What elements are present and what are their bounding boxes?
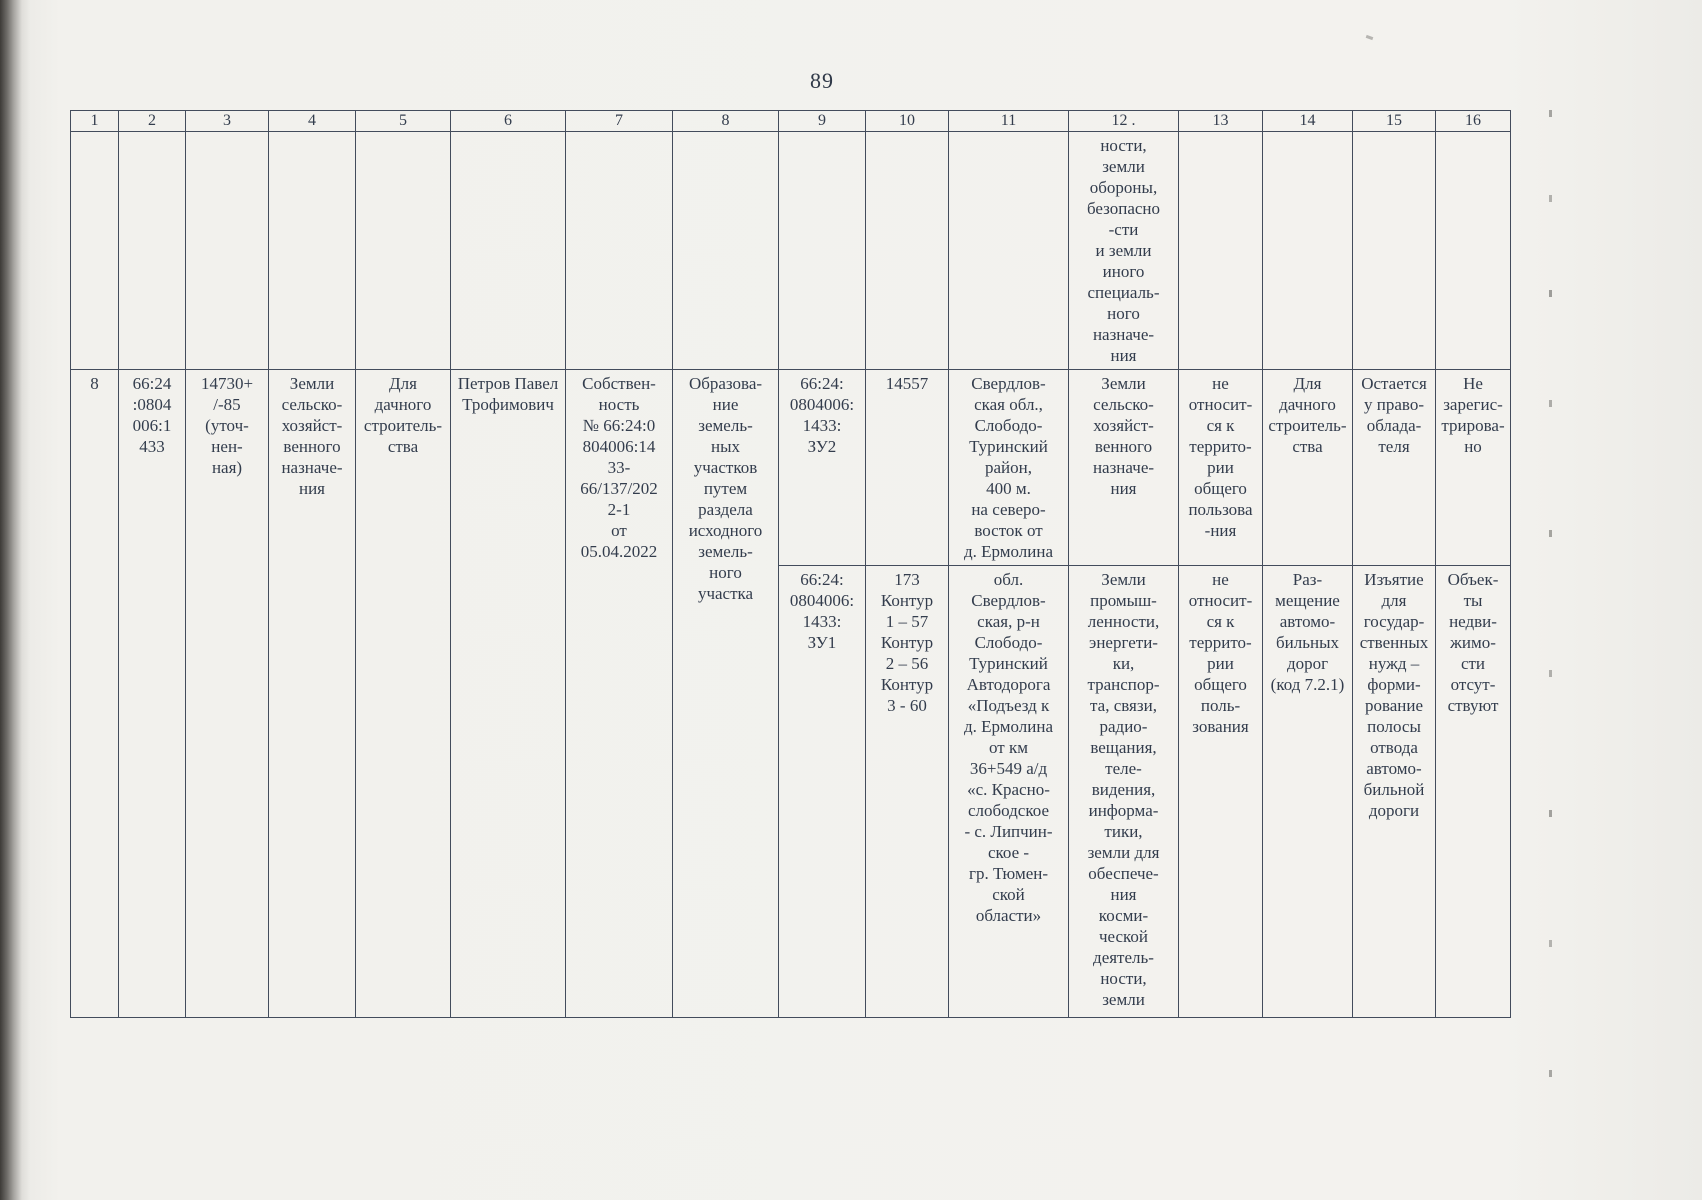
cell-new-permitted-use: Для дачного строитель- ства [1262, 369, 1353, 566]
cell-rights-note: Изъятие для государ- ственных нужд – фор… [1352, 565, 1436, 1018]
col-header-1: 1 [70, 110, 119, 132]
cell-new-land-category: Земли промыш- ленности, энергети- ки, тр… [1068, 565, 1179, 1018]
cell-ownership-record: Собствен- ность № 66:24:0 804006:14 33- … [565, 369, 673, 1018]
col-header-9: 9 [778, 110, 866, 132]
col-header-12: 12 . [1068, 110, 1179, 132]
cell-empty [1262, 131, 1353, 370]
cell-land-category-continued: ности, земли обороны, безопасно -сти и з… [1068, 131, 1179, 370]
col-header-3: 3 [185, 110, 269, 132]
cell-new-parcel-number: 66:24: 0804006: 1433: ЗУ1 [778, 565, 866, 1018]
col-header-6: 6 [450, 110, 566, 132]
cell-territory-note: не относит- ся к террито- рии общего пол… [1178, 369, 1263, 566]
cell-empty [185, 131, 269, 370]
scan-noise-top [1365, 34, 1374, 41]
col-header-2: 2 [118, 110, 186, 132]
cell-row-number: 8 [70, 369, 119, 1018]
col-header-16: 16 [1435, 110, 1511, 132]
cell-new-area: 173 Контур 1 – 57 Контур 2 – 56 Контур 3… [865, 565, 949, 1018]
col-header-5: 5 [355, 110, 451, 132]
cell-new-parcel-number: 66:24: 0804006: 1433: ЗУ2 [778, 369, 866, 566]
cell-objects-note: Объек- ты недви- жимо- сти отсут- ствуют [1435, 565, 1511, 1018]
col-header-10: 10 [865, 110, 949, 132]
cell-empty [70, 131, 119, 370]
scan-noise-right [1549, 110, 1552, 117]
scan-edge-shadow [0, 0, 30, 1200]
col-header-4: 4 [268, 110, 356, 132]
cell-area: 14730+ /-85 (уточ- нен- ная) [185, 369, 269, 1018]
cell-empty [1352, 131, 1436, 370]
cell-empty [565, 131, 673, 370]
cell-permitted-use: Для дачного строитель- ства [355, 369, 451, 1018]
cell-empty [948, 131, 1069, 370]
cell-empty [450, 131, 566, 370]
cell-owner: Петров Павел Трофимович [450, 369, 566, 1018]
cell-cadastral-number: 66:24 :0804 006:1 433 [118, 369, 186, 1018]
cell-empty [1178, 131, 1263, 370]
cell-formation-method: Образова- ние земель- ных участков путем… [672, 369, 779, 1018]
cell-rights-note: Остается у право- облада- теля [1352, 369, 1436, 566]
cell-empty [1435, 131, 1511, 370]
cell-new-land-category: Земли сельско- хозяйст- венного назначе-… [1068, 369, 1179, 566]
row-8-subrow-2: 66:24: 0804006: 1433: ЗУ1 173 Контур 1 –… [71, 565, 1511, 1018]
cell-empty [268, 131, 356, 370]
cell-new-permitted-use: Раз- мещение автомо- бильных дорог (код … [1262, 565, 1353, 1018]
col-header-11: 11 [948, 110, 1069, 132]
continuation-row: ности, земли обороны, безопасно -сти и з… [70, 131, 1511, 370]
page-number: 89 [810, 68, 834, 93]
cadastral-table: 1 2 3 4 5 6 7 8 9 10 11 12 . 13 14 15 16 [70, 110, 1511, 1018]
col-header-15: 15 [1352, 110, 1436, 132]
cell-empty [865, 131, 949, 370]
table-header-row: 1 2 3 4 5 6 7 8 9 10 11 12 . 13 14 15 16 [70, 110, 1511, 132]
cell-new-area: 14557 [865, 369, 949, 566]
cell-empty [778, 131, 866, 370]
cell-empty [355, 131, 451, 370]
cell-objects-note: Не зарегис- трирова- но [1435, 369, 1511, 566]
row-8-subrow-1: 8 66:24 :0804 006:1 433 14730+ /-85 (уто… [70, 369, 1511, 1018]
col-header-13: 13 [1178, 110, 1263, 132]
cell-location: Свердлов- ская обл., Слободо- Туринский … [948, 369, 1069, 566]
cell-location: обл. Свердлов- ская, р-н Слободо- Туринс… [948, 565, 1069, 1018]
cell-empty [672, 131, 779, 370]
cell-empty [118, 131, 186, 370]
col-header-14: 14 [1262, 110, 1353, 132]
cell-land-category: Земли сельско- хозяйст- венного назначе-… [268, 369, 356, 1018]
col-header-7: 7 [565, 110, 673, 132]
cell-territory-note: не относит- ся к террито- рии общего пол… [1178, 565, 1263, 1018]
col-header-8: 8 [672, 110, 779, 132]
